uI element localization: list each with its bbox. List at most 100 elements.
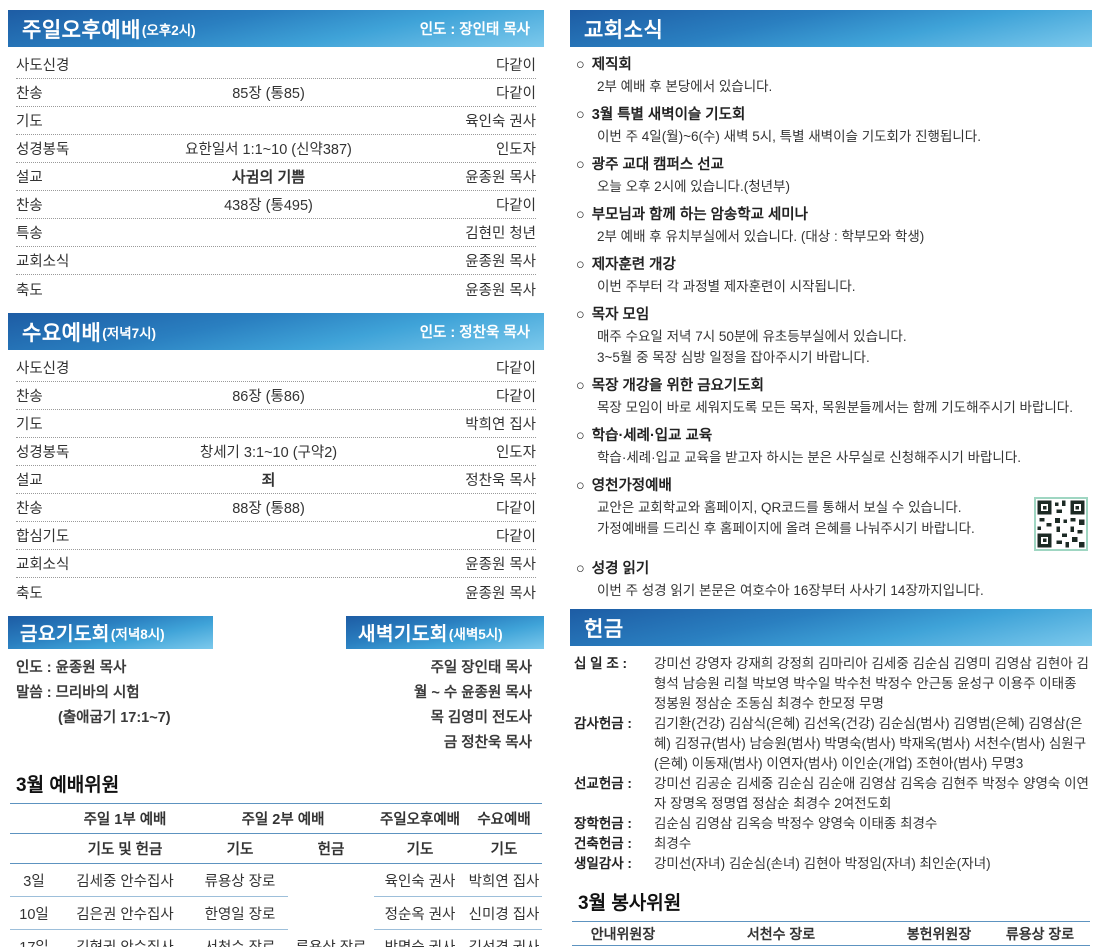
worship-row: 사도신경 다같이: [16, 354, 536, 382]
sermon-title: 죄: [261, 472, 276, 489]
item-content: 요한일서 1:1~10 (신약387): [185, 142, 352, 158]
item-person: 김현민 청년: [465, 226, 536, 242]
name-cell: 김세중 안수집사: [58, 863, 192, 897]
member-label-cell: 위원: [572, 945, 618, 947]
offering-merged-cell: 류용상 장로: [288, 863, 375, 947]
wednesday-worship-table: 사도신경 다같이 찬송 86장 (통86) 다같이 기도 박희연 집사 성경봉독 창세기 …: [16, 354, 536, 606]
table-row: 3일 김세중 안수집사 류용상 장로 류용상 장로 육인숙 권사 박희연 집사: [10, 863, 543, 947]
item-person: 윤종원 목사: [465, 585, 536, 602]
member-label-cell: 위원: [888, 945, 934, 947]
prayer-line: 인도 : 윤종원 목사: [16, 660, 127, 676]
sunday-afternoon-worship-header: 주일오후예배 (오후2시) 인도 : 장인태 목사: [8, 10, 544, 47]
item-person: 다같이: [495, 86, 536, 102]
table-header-row: 주일 1부 예배 주일 2부 예배 주일오후예배 수요예배: [10, 803, 543, 834]
date-cell: 3일: [10, 863, 58, 897]
news-item-body: 2부 예배 후 본당에서 있습니다.: [597, 79, 773, 94]
circle-bullet-icon: ○: [576, 428, 585, 444]
offering-entry: 건축헌금 : 최경수: [574, 834, 1090, 854]
news-item-title: 부모님과 함께 하는 암송학교 세미나: [591, 207, 808, 223]
item-label: 성경봉독: [16, 142, 70, 158]
name-cell: 김현권 안수집사: [58, 929, 192, 947]
name-cell: 박희연 집사: [466, 863, 543, 897]
news-item-family-worship: ○ 영천가정예배 교안은 교회학교와 홈페이지, QR코드를 통해서 보실 수 있…: [576, 476, 1088, 551]
chair-label-cell: 안내위원장: [572, 921, 674, 946]
section-title: 금요기도회: [20, 624, 110, 645]
news-item-body: 3~5월 중 목장 심방 일정을 잡아주시기 바랍니다.: [597, 350, 870, 365]
item-label: 특송: [16, 226, 43, 242]
section-title: 새벽기도회: [358, 624, 448, 645]
header-cell: 수요예배: [466, 803, 543, 834]
dawn-prayer-info: 주일 장인태 목사 월 ~ 수 윤종원 목사 목 김영미 전도사 금 정찬욱 목…: [336, 656, 536, 756]
news-item: ○ 3월 특별 새벽이슬 기도회 이번 주 4일(월)~6(수) 새벽 5시, 특…: [576, 105, 1088, 147]
circle-bullet-icon: ○: [576, 57, 585, 73]
worship-row: 기도 박희연 집사: [16, 410, 536, 438]
sunday-afternoon-worship-table: 사도신경 다같이 찬송 85장 (통85) 다같이 기도 육인숙 권사 성경봉독 요한일서…: [16, 51, 536, 303]
offering-names: 강미선 김공순 김세중 김순심 김순애 김영삼 김옥승 김현주 박정수 양영숙 …: [654, 776, 1089, 811]
item-label: 성경봉독: [16, 445, 70, 461]
offering-names: 강미선(자녀) 김순심(손녀) 김현아 박정임(자녀) 최인순(자녀): [654, 856, 991, 871]
news-item: ○ 성경 읽기 이번 주 성경 읽기 본문은 여호수아 16장부터 사사기 14장…: [576, 559, 1088, 601]
name-cell: 정순옥 권사: [374, 896, 467, 930]
worship-row: 찬송 88장 (통88) 다같이: [16, 494, 536, 522]
offering-entry: 생일감사 : 강미선(자녀) 김순심(손녀) 김현아 박정임(자녀) 최인순(자…: [574, 854, 1090, 874]
section-time: (새벽5시): [448, 626, 503, 642]
item-person: 다같이: [495, 58, 536, 74]
news-item: ○ 광주 교대 캠퍼스 선교 오늘 오후 2시에 있습니다.(청년부): [576, 155, 1088, 197]
item-person: 다같이: [495, 529, 536, 545]
news-item: ○ 제자훈련 개강 이번 주부터 각 과정별 제자훈련이 시작됩니다.: [576, 255, 1088, 297]
circle-bullet-icon: ○: [576, 307, 585, 323]
offering-type-label: 선교헌금 :: [574, 776, 632, 791]
item-label: 교회소식: [16, 557, 70, 573]
news-item-body: 오늘 오후 2시에 있습니다.(청년부): [597, 179, 790, 194]
left-column: 주일오후예배 (오후2시) 인도 : 장인태 목사 사도신경 다같이 찬송 85장 …: [8, 10, 544, 947]
header-cell: 기도 및 헌금: [58, 833, 192, 864]
worship-row: 찬송 85장 (통85) 다같이: [16, 79, 536, 107]
item-person: 인도자: [495, 445, 536, 461]
chair-name-cell: 서천수 장로: [674, 921, 888, 946]
table-row: 위원 안내 박순이, 지인자, 신미경, 조현아 위원 봉헌 김현권 안수집사: [572, 945, 1090, 947]
item-content: 85장 (통85): [232, 86, 305, 102]
item-label: 설교: [16, 170, 43, 186]
name-cell: 김선경 권사: [466, 929, 543, 947]
news-item-body: 2부 예배 후 유치부실에서 있습니다. (대상 : 학부모와 학생): [597, 229, 925, 244]
worship-row: 축도 윤종원 목사: [16, 578, 536, 606]
news-item-body: 가정예배를 드리신 후 홈페이지에 올려 은혜를 나눠주시기 바랍니다.: [597, 521, 975, 536]
section-title: 주일오후예배: [22, 18, 141, 42]
names-cell: 김현권 안수집사: [990, 945, 1090, 947]
news-item-body: 이번 주 성경 읽기 본문은 여호수아 16장부터 사사기 14장까지입니다.: [597, 583, 984, 598]
item-content: 438장 (통495): [224, 198, 313, 214]
offering-type-label: 십 일 조 :: [574, 656, 628, 671]
name-cell: 류용상 장로: [192, 863, 288, 897]
offering-type-label: 장학헌금 :: [574, 816, 632, 831]
news-item: ○ 목장 개강을 위한 금요기도회 목장 모임이 바로 세워지도록 모든 목자, …: [576, 376, 1088, 418]
offering-entry: 십 일 조 : 강미선 강영자 강재희 강정희 김마리아 김세중 김순심 김영미…: [574, 654, 1090, 714]
item-label: 찬송: [16, 198, 43, 214]
item-label: 축도: [16, 282, 43, 299]
name-cell: 육인숙 권사: [374, 863, 467, 897]
header-cell: 주일 1부 예배: [58, 803, 192, 834]
item-label: 교회소식: [16, 254, 70, 270]
circle-bullet-icon: ○: [576, 378, 585, 394]
news-item-title: 제직회: [591, 57, 632, 73]
item-person: 다같이: [495, 501, 536, 517]
prayer-line: 금 정찬욱 목사: [443, 735, 532, 751]
item-person: 다같이: [495, 389, 536, 405]
offering-names: 강미선 강영자 강재희 강정희 김마리아 김세중 김순심 김영미 김영삼 김현아…: [654, 656, 1089, 711]
offering-names: 김순심 김영삼 김옥승 박정수 양영숙 이태종 최경수: [654, 816, 938, 831]
item-content: 창세기 3:1~10 (구약2): [199, 445, 338, 461]
circle-bullet-icon: ○: [576, 207, 585, 223]
worship-row-sermon: 설교 사귐의 기쁨 윤종원 목사: [16, 163, 536, 191]
offering-entry: 장학헌금 : 김순심 김영삼 김옥승 박정수 양영숙 이태종 최경수: [574, 814, 1090, 834]
name-cell: 신미경 집사: [466, 896, 543, 930]
worship-row-sermon: 설교 죄 정찬욱 목사: [16, 466, 536, 494]
circle-bullet-icon: ○: [576, 478, 585, 494]
news-item-title: 3월 특별 새벽이슬 기도회: [591, 107, 746, 123]
prayer-details: 인도 : 윤종원 목사 말씀 : 므리바의 시험 (출애굽기 17:1~7) 주…: [16, 656, 536, 756]
qr-code: [1034, 497, 1088, 551]
worship-row: 찬송 438장 (통495) 다같이: [16, 191, 536, 219]
header-cell: 기도: [192, 833, 288, 864]
news-item-body: 매주 수요일 저녁 7시 50분에 유초등부실에서 있습니다.: [597, 329, 907, 344]
item-person: 윤종원 목사: [465, 282, 536, 299]
news-item: ○ 제직회 2부 예배 후 본당에서 있습니다.: [576, 55, 1088, 97]
march-volunteers-title: 3월 봉사위원: [578, 893, 682, 914]
